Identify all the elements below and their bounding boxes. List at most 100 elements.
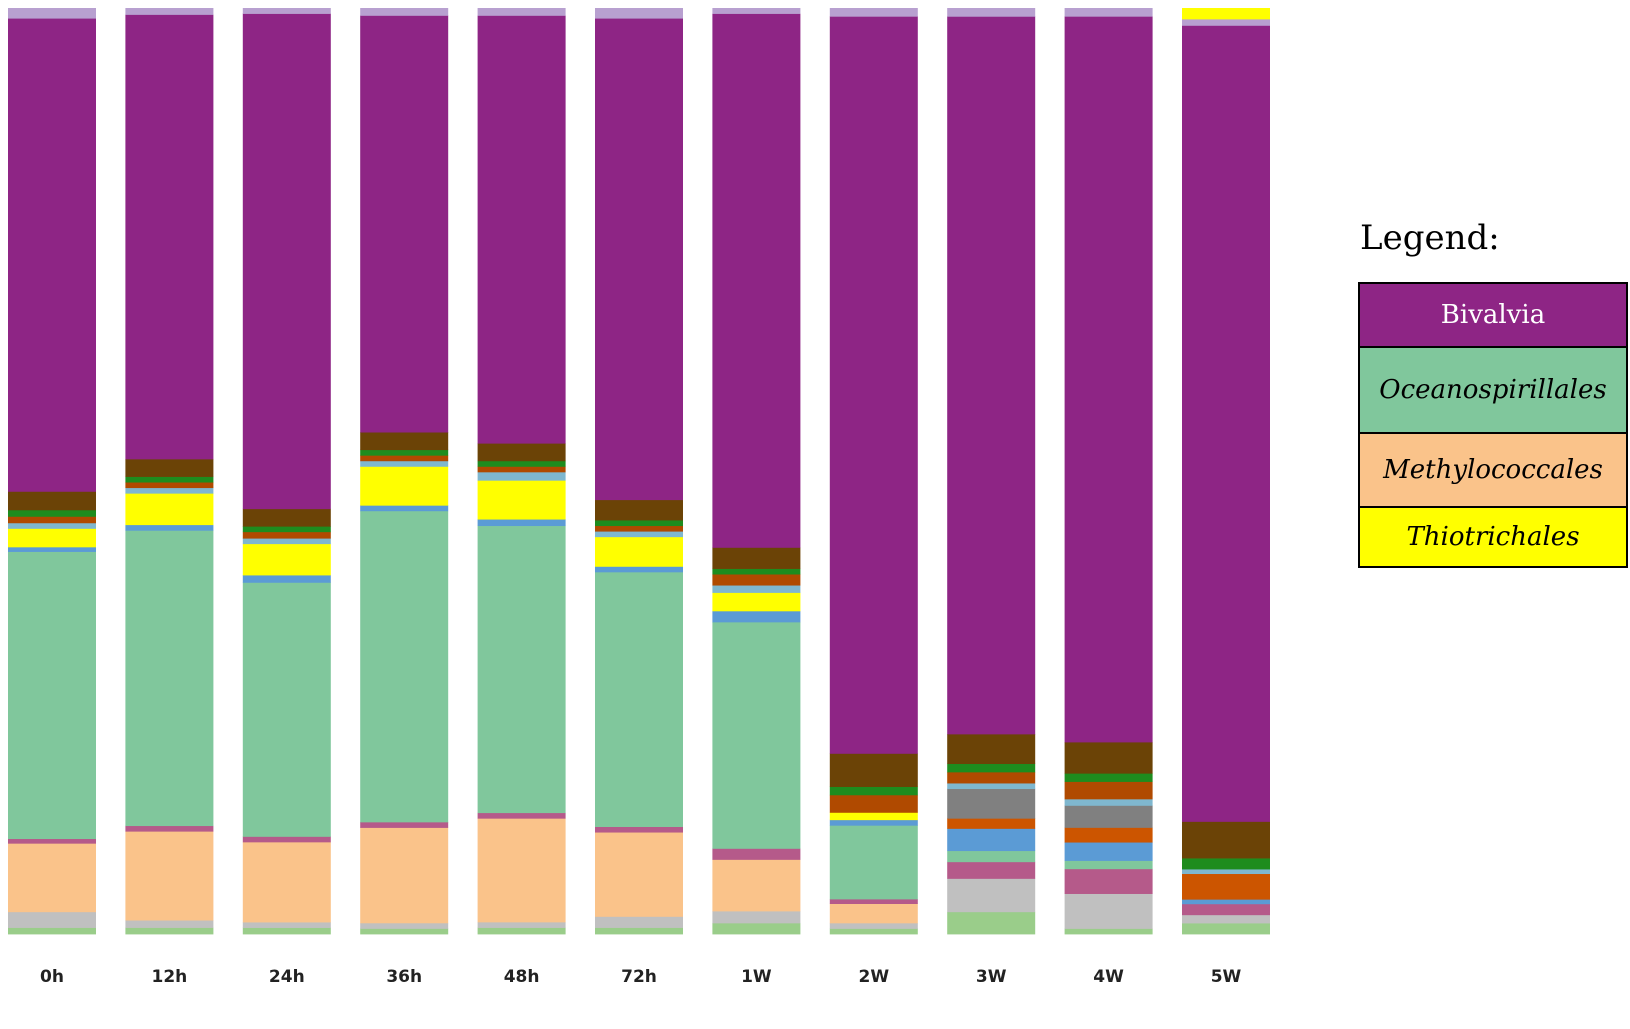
bar-segment-minor-taxa-high--1w	[712, 611, 800, 622]
legend-label: Oceanospirillales	[1379, 375, 1606, 405]
bar-segment-bivalvia-12h	[125, 14, 213, 459]
bar-segment-brown-orange-taxon-1w	[712, 574, 800, 585]
bar-segment-oceanospirillales-2w	[830, 825, 918, 899]
bar-segment-red-orange-taxon-4w	[1065, 827, 1153, 842]
bar-segment-other-top--72h	[595, 8, 683, 19]
bar-segment-dark-brown-taxon-36h	[360, 432, 448, 450]
bar-segment-green-taxon-0h	[8, 510, 96, 517]
bar-segment-brown-orange-taxon-36h	[360, 455, 448, 461]
bar-segment-bivalvia-72h	[595, 18, 683, 500]
bar-segment-green-taxon-1w	[712, 569, 800, 575]
bar-segment-thiotrichales-0h	[8, 528, 96, 547]
bar-segment-brown-orange-taxon-48h	[478, 466, 566, 472]
bar-segment-other-bottom--1w	[712, 923, 800, 934]
bar-segment-thiotrichales-24h	[243, 544, 331, 576]
bar-segment-thiotrichales-12h	[125, 493, 213, 525]
bar-segment-minor-taxa-mid--3w	[947, 862, 1035, 879]
bar-segment-green-taxon-3w	[947, 764, 1035, 773]
bar-segment-brown-orange-taxon-3w	[947, 772, 1035, 784]
bar-segment-oceanospirillales-0h	[8, 552, 96, 839]
bar-segment-other-top--4w	[1065, 8, 1153, 17]
bar-segment-minor-taxa-low--3w	[947, 878, 1035, 912]
legend-title: Legend:	[1360, 218, 1500, 258]
bar-segment-other-bottom--0h	[8, 928, 96, 935]
bar-segment-methylococcales-1w	[712, 859, 800, 911]
stacked-bar-chart: 0h 12h 24h 36h 48h 72h 1W 2W 3W 4W 5W	[0, 0, 1330, 1029]
bar-segment-bivalvia-4w	[1065, 16, 1153, 742]
bar-segment-minor-taxa-high--36h	[360, 505, 448, 511]
bar-segment-green-taxon-5w	[1182, 858, 1270, 869]
bar-segment-minor-taxa-high--2w	[830, 820, 918, 826]
bar-segment-minor-taxa-mid--24h	[243, 836, 331, 842]
bar-segment-brown-orange-taxon-2w	[830, 795, 918, 813]
bar-segment-methylococcales-24h	[243, 842, 331, 922]
bar-segment-minor-taxa-mid--72h	[595, 827, 683, 833]
x-tick-label: 48h	[504, 967, 540, 987]
bar-segment-other-top--2w	[830, 8, 918, 17]
x-tick-label: 36h	[386, 967, 422, 987]
legend-entry-methylococcales: Methylococcales	[1360, 434, 1626, 508]
bar-segment-methylococcales-48h	[478, 818, 566, 922]
bar-segment-oceanospirillales-1w	[712, 622, 800, 849]
bar-segment-other-bottom--36h	[360, 928, 448, 934]
bar-segment-light-blue-taxon-0h	[8, 523, 96, 529]
x-tick-label: 12h	[152, 967, 188, 987]
bar-segment-light-blue-taxon-4w	[1065, 799, 1153, 806]
bar-segment-minor-taxa-low--2w	[830, 923, 918, 929]
bar-segment-oceanospirillales-72h	[595, 572, 683, 827]
bar-segment-oceanospirillales-36h	[360, 511, 448, 823]
bar-segment-methylococcales-0h	[8, 843, 96, 912]
bar-segment-methylococcales-36h	[360, 828, 448, 924]
bar-segment-minor-taxa-low--24h	[243, 922, 331, 928]
bar-segment-minor-taxa-high--4w	[1065, 842, 1153, 861]
bar-segment-minor-taxa-low--36h	[360, 923, 448, 929]
bar-segment-thiotrichales-top--5w	[1182, 8, 1270, 19]
bar-segment-other-top--48h	[478, 8, 566, 16]
legend-label: Bivalvia	[1441, 300, 1545, 330]
bar-segment-light-blue-taxon-3w	[947, 783, 1035, 789]
bar-segment-light-blue-taxon-36h	[360, 461, 448, 467]
bar-segment-dark-brown-taxon-72h	[595, 500, 683, 521]
bar-segment-other-bottom--3w	[947, 912, 1035, 935]
bar-segment-gray-taxon-4w	[1065, 805, 1153, 827]
bar-segment-dark-brown-taxon-2w	[830, 753, 918, 787]
bar-segment-bivalvia-1w	[712, 14, 800, 548]
bar-segment-light-blue-taxon-1w	[712, 585, 800, 593]
bar-segment-light-blue-taxon-5w	[1182, 869, 1270, 874]
bar-segment-minor-taxa-low--72h	[595, 916, 683, 928]
bar-segment-minor-taxa-mid--36h	[360, 822, 448, 828]
bar-segment-green-taxon-2w	[830, 787, 918, 796]
bar-segment-other-bottom--72h	[595, 928, 683, 935]
bar-segment-minor-taxa-low--1w	[712, 911, 800, 923]
bar-segment-dark-brown-taxon-24h	[243, 509, 331, 527]
bar-segment-methylococcales-72h	[595, 832, 683, 917]
bar-segment-light-blue-taxon-12h	[125, 488, 213, 494]
bar-segment-other-bottom--12h	[125, 928, 213, 935]
legend-entry-bivalvia: Bivalvia	[1360, 284, 1626, 348]
bar-segment-light-blue-taxon-24h	[243, 538, 331, 544]
bar-segment-minor-taxa-low--48h	[478, 922, 566, 928]
bar-segment-oceanospirillales-3w	[947, 851, 1035, 863]
legend-label: Thiotrichales	[1406, 522, 1579, 552]
bar-segment-bivalvia-3w	[947, 16, 1035, 734]
x-tick-label: 3W	[976, 967, 1007, 987]
bar-segment-bivalvia-24h	[243, 14, 331, 510]
bar-segment-minor-taxa-mid--2w	[830, 899, 918, 904]
bar-segment-green-taxon-24h	[243, 526, 331, 532]
bar-segment-bivalvia-2w	[830, 16, 918, 754]
bar-segment-methylococcales-2w	[830, 904, 918, 924]
bar-segment-red-orange-taxon-3w	[947, 818, 1035, 829]
bar-segment-minor-taxa-high--48h	[478, 519, 566, 526]
bar-segment-minor-taxa-high--3w	[947, 828, 1035, 851]
bar-segment-minor-taxa-high--5w	[1182, 899, 1270, 904]
legend-entry-oceanospirillales: Oceanospirillales	[1360, 348, 1626, 434]
bar-segment-other-bottom--48h	[478, 928, 566, 935]
bar-segment-light-blue-taxon-48h	[478, 472, 566, 481]
bar-segment-bivalvia-36h	[360, 15, 448, 432]
bar-segment-minor-taxa-mid--4w	[1065, 869, 1153, 894]
x-tick-label: 0h	[40, 967, 64, 987]
bar-segment-brown-orange-taxon-4w	[1065, 782, 1153, 800]
bar-segment-green-taxon-72h	[595, 520, 683, 526]
bar-segment-red-orange-taxon-5w	[1182, 874, 1270, 900]
bar-segment-other-top--5w	[1182, 19, 1270, 26]
